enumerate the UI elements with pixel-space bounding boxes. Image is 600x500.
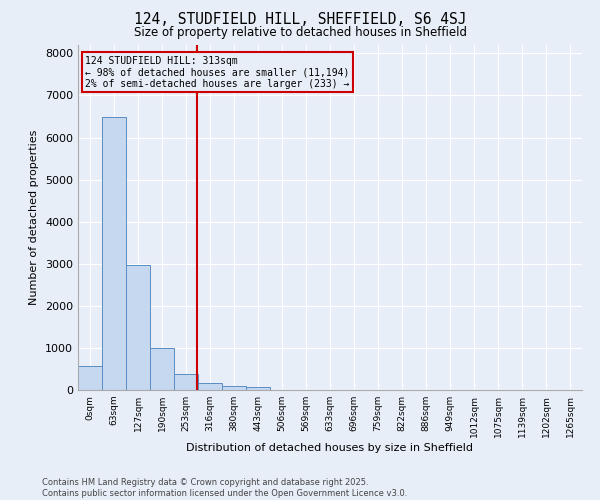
Bar xyxy=(198,384,222,390)
Bar xyxy=(150,348,174,390)
Y-axis label: Number of detached properties: Number of detached properties xyxy=(29,130,40,305)
Bar xyxy=(102,118,126,390)
X-axis label: Distribution of detached houses by size in Sheffield: Distribution of detached houses by size … xyxy=(187,442,473,452)
Text: Size of property relative to detached houses in Sheffield: Size of property relative to detached ho… xyxy=(133,26,467,39)
Text: Contains HM Land Registry data © Crown copyright and database right 2025.
Contai: Contains HM Land Registry data © Crown c… xyxy=(42,478,407,498)
Text: 124, STUDFIELD HILL, SHEFFIELD, S6 4SJ: 124, STUDFIELD HILL, SHEFFIELD, S6 4SJ xyxy=(134,12,466,28)
Bar xyxy=(222,386,246,390)
Bar xyxy=(174,374,198,390)
Bar xyxy=(78,366,102,390)
Text: 124 STUDFIELD HILL: 313sqm
← 98% of detached houses are smaller (11,194)
2% of s: 124 STUDFIELD HILL: 313sqm ← 98% of deta… xyxy=(85,56,350,88)
Bar xyxy=(126,264,150,390)
Bar xyxy=(246,387,270,390)
